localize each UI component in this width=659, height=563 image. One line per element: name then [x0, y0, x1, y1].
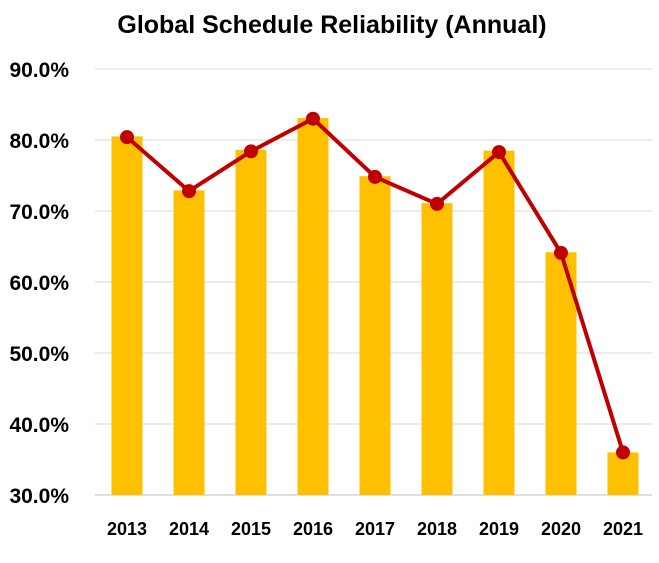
line-point-2021	[616, 445, 630, 460]
x-tick-label: 2013	[107, 519, 147, 539]
line-series	[120, 111, 630, 460]
y-tick-label: 30.0%	[9, 485, 69, 508]
x-tick-label: 2020	[541, 519, 581, 539]
x-tick-label: 2018	[417, 519, 457, 539]
bar-2018	[421, 203, 453, 495]
line-point-2015	[244, 144, 258, 159]
y-tick-label: 90.0%	[9, 59, 69, 82]
x-tick-label: 2016	[293, 519, 333, 539]
bar-2016	[297, 117, 329, 496]
y-tick-label: 60.0%	[9, 272, 69, 295]
x-axis-tick-labels: 2013 2014 2015 2016 2017 2018 2019 2020 2021	[107, 519, 643, 539]
x-tick-label: 2017	[355, 519, 395, 539]
bar-2019	[483, 150, 515, 495]
x-tick-label: 2015	[231, 519, 271, 539]
line-point-2018	[430, 196, 444, 211]
line-point-2020	[554, 245, 568, 260]
line-point-2014	[182, 184, 196, 199]
bar-2013	[111, 136, 143, 495]
bar-2021	[607, 452, 639, 495]
bar-2017	[359, 176, 391, 495]
bar-series	[111, 117, 639, 496]
y-tick-label: 70.0%	[9, 201, 69, 224]
y-axis-tick-labels: 30.0% 40.0% 50.0% 60.0% 70.0% 80.0% 90.0%	[9, 59, 69, 508]
chart-title: Global Schedule Reliability (Annual)	[117, 11, 546, 39]
line-point-2016	[306, 111, 320, 126]
line-point-2019	[492, 145, 506, 160]
y-tick-label: 50.0%	[9, 343, 69, 366]
x-tick-label: 2014	[169, 519, 209, 539]
x-tick-label: 2019	[479, 519, 519, 539]
bar-2014	[173, 190, 205, 495]
x-tick-label: 2021	[603, 519, 643, 539]
line-point-2013	[120, 130, 134, 145]
bar-2015	[235, 149, 267, 495]
line-point-2017	[368, 169, 382, 184]
y-tick-label: 40.0%	[9, 414, 69, 437]
y-tick-label: 80.0%	[9, 130, 69, 153]
